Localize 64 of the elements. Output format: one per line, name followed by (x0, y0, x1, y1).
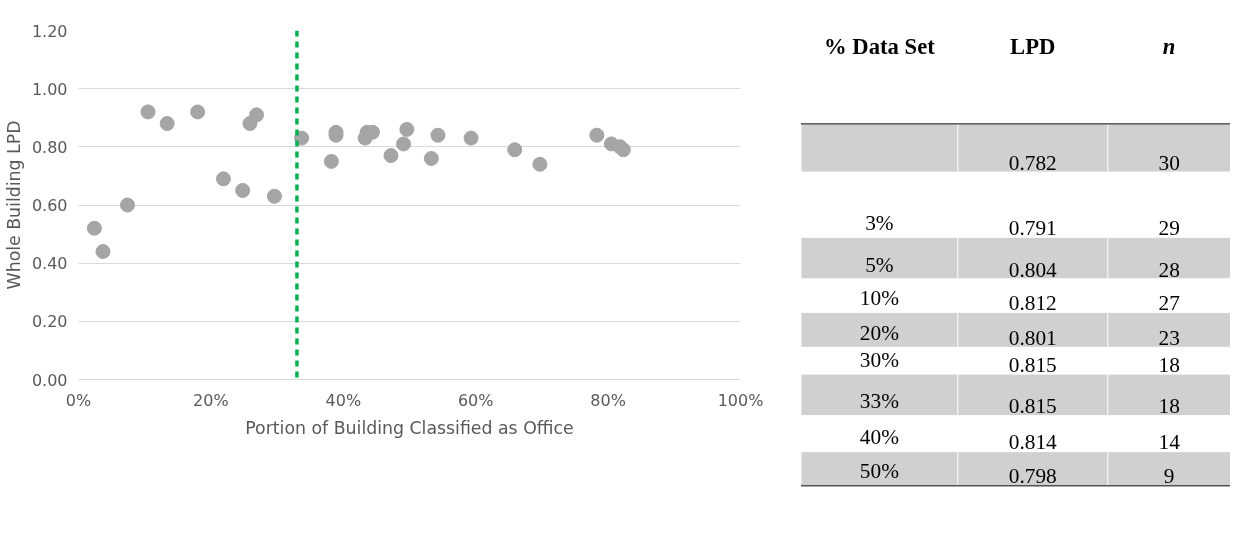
x-tick-label: 100% (717, 390, 764, 410)
category-label: 50% (859, 459, 899, 484)
x-axis-title: Portion of Building Classified as Office (245, 417, 574, 438)
category-label: 10% (859, 285, 899, 310)
category-label: 33% (859, 389, 899, 414)
point (399, 121, 415, 137)
point (235, 182, 251, 198)
x-tick-label: 60% (457, 390, 494, 410)
point (396, 136, 412, 152)
point (249, 107, 265, 123)
text: 18 (1158, 352, 1180, 377)
category-label: n (1162, 33, 1176, 59)
text: 0.814 (1008, 430, 1057, 455)
text: 0.798 (1008, 464, 1057, 489)
y-tick-label: 1.00 (31, 79, 68, 99)
text: 18 (1158, 394, 1180, 419)
y-tick-label: 0.40 (31, 254, 68, 274)
category-label: 3% (865, 210, 894, 235)
text: 0.804 (1008, 257, 1057, 282)
text: 0.812 (1008, 290, 1057, 315)
y-tick-label: 0.60 (31, 196, 68, 215)
point (95, 244, 111, 260)
y-tick-label: 0.80 (31, 137, 68, 157)
category-label: 30% (859, 347, 899, 372)
text: 30 (1158, 150, 1180, 175)
x-tick-label: 80% (590, 390, 626, 410)
y-tick-label: 1.20 (31, 21, 68, 41)
text: 0.815 (1008, 352, 1057, 377)
point (532, 156, 548, 172)
point (159, 116, 175, 132)
point (140, 104, 156, 120)
y-tick-label: 0.20 (31, 312, 68, 332)
category-label: 40% (859, 425, 899, 450)
text: 27 (1158, 290, 1180, 315)
point (86, 220, 102, 236)
text: 0.791 (1008, 215, 1057, 240)
point (190, 104, 206, 120)
text: 23 (1158, 325, 1180, 350)
y-axis-title: Whole Building LPD (3, 120, 24, 290)
category-label: LPD (1010, 33, 1056, 59)
point (215, 171, 231, 187)
point (119, 197, 135, 213)
x-tick-label: 20% (193, 390, 229, 410)
point (423, 150, 439, 166)
point (323, 153, 339, 169)
category-label: 20% (859, 320, 899, 345)
point (463, 130, 479, 146)
text: 29 (1158, 215, 1180, 240)
category-label: 5% (865, 252, 894, 277)
text: 0.782 (1008, 150, 1057, 175)
text: 9 (1163, 464, 1175, 489)
x-tick-label: 40% (325, 390, 362, 410)
point (383, 148, 399, 164)
category-label: % Data Set (823, 33, 936, 59)
point (507, 142, 523, 158)
text: 28 (1158, 257, 1180, 282)
text: 0.801 (1008, 325, 1057, 350)
point (266, 188, 282, 204)
text: 0.815 (1008, 394, 1057, 419)
x-tick-label: 0% (65, 390, 92, 410)
text: 14 (1158, 430, 1180, 455)
point (589, 127, 605, 143)
y-tick-label: 0.00 (31, 370, 68, 390)
point (430, 127, 446, 143)
